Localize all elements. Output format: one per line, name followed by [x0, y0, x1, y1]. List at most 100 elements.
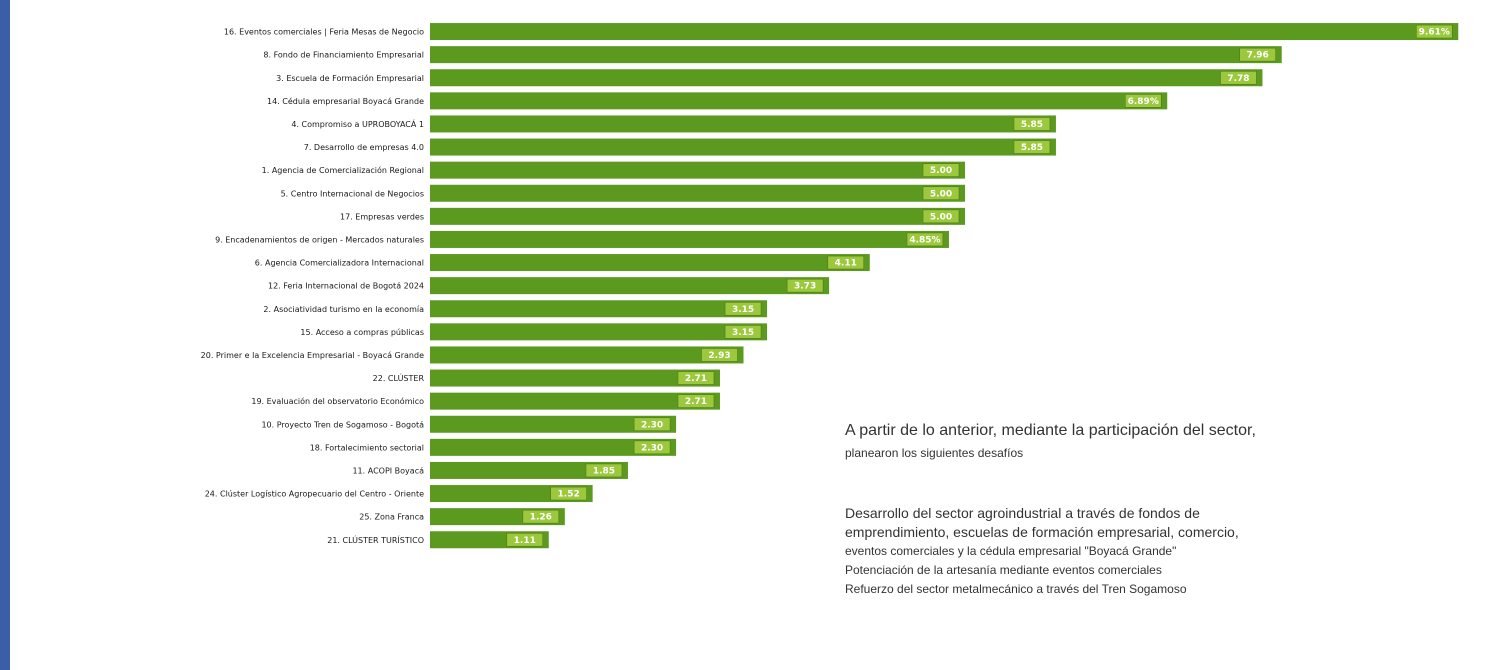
category-label: 25. Zona Franca	[359, 513, 424, 522]
value-label-box	[786, 278, 824, 293]
value-label: 3.15	[732, 305, 754, 315]
challenge-line: eventos comerciales y la cédula empresar…	[845, 544, 1177, 558]
category-label: 14. Cédula empresarial Boyacá Grande	[267, 96, 424, 106]
value-label: 9.61%	[1419, 28, 1450, 38]
left-accent-bar	[0, 0, 10, 670]
value-label-box	[724, 301, 762, 316]
text-panel: A partir de lo anterior, mediante la par…	[845, 420, 1495, 599]
bar	[430, 92, 1168, 110]
value-label: 5.85	[1021, 120, 1043, 130]
bar	[430, 46, 1282, 64]
category-label: 11. ACOPI Boyacá	[352, 466, 424, 475]
value-label: 7.96	[1247, 51, 1269, 61]
category-label: 4. Compromiso a UPROBOYACÁ 1	[291, 118, 424, 129]
value-label: 3.73	[794, 282, 816, 292]
value-label: 4.11	[835, 259, 857, 269]
value-label-box	[506, 532, 544, 547]
category-label: 8. Fondo de Financiamiento Empresarial	[263, 51, 424, 60]
value-label-box	[922, 209, 960, 224]
value-label-box	[550, 486, 587, 501]
value-label: 6.89%	[1128, 97, 1159, 107]
value-label: 3.15	[732, 328, 754, 338]
value-label-box	[1013, 140, 1051, 154]
bar	[430, 392, 720, 410]
bar	[430, 138, 1056, 156]
bar	[430, 415, 677, 433]
bar	[430, 300, 768, 318]
value-label-box	[633, 440, 671, 455]
value-label-box	[1013, 117, 1051, 131]
value-label: 2.30	[641, 420, 663, 430]
value-label: 2.71	[685, 397, 707, 407]
value-label: 5.00	[930, 166, 952, 176]
value-label-box	[522, 509, 560, 524]
value-label: 1.85	[593, 466, 615, 476]
value-label: 7.78	[1227, 74, 1249, 84]
value-label-box	[1415, 24, 1453, 39]
value-label-box	[922, 163, 960, 177]
category-label: 21. CLÚSTER TURÍSTICO	[327, 534, 424, 545]
category-label: 7. Desarrollo de empresas 4.0	[304, 143, 424, 152]
category-label: 17. Empresas verdes	[340, 212, 424, 221]
value-label: 5.00	[930, 212, 952, 222]
bar	[430, 161, 965, 179]
challenge-line: Refuerzo del sector metalmecánico a trav…	[845, 582, 1187, 596]
bar	[430, 184, 965, 202]
bar	[430, 207, 965, 225]
value-label: 4.85%	[909, 235, 940, 245]
bar	[430, 115, 1056, 133]
value-label-box	[677, 371, 715, 385]
value-label: 1.11	[514, 536, 536, 546]
bar	[430, 438, 677, 456]
bar	[430, 461, 628, 479]
intro-line-2: planearon los siguientes desafíos	[845, 446, 1024, 460]
category-label: 24. Clúster Logístico Agropecuario del C…	[205, 490, 424, 499]
value-label: 2.93	[708, 351, 730, 361]
bar	[430, 277, 830, 295]
category-label: 18. Fortalecimiento sectorial	[310, 443, 424, 452]
value-label-box	[677, 394, 715, 408]
category-label: 10. Proyecto Tren de Sogamoso - Bogotá	[261, 420, 424, 429]
value-label-box	[1239, 47, 1277, 62]
value-label-box	[1220, 70, 1257, 85]
value-label-box	[701, 348, 738, 362]
bar	[430, 346, 744, 364]
value-label-box	[827, 255, 865, 270]
challenge-line: Desarrollo del sector agroindustrial a t…	[845, 505, 1200, 521]
category-label: 16. Eventos comerciales | Feria Mesas de…	[224, 28, 424, 37]
category-label: 1. Agencia de Comercialización Regional	[262, 165, 424, 175]
value-label: 5.00	[930, 189, 952, 199]
bar	[430, 23, 1459, 41]
value-label-box	[922, 186, 960, 201]
bar	[430, 230, 949, 248]
category-label: 22. CLÚSTER	[373, 372, 425, 383]
bar	[430, 323, 768, 341]
category-label: 15. Acceso a compras públicas	[300, 328, 424, 337]
value-label: 2.71	[685, 374, 707, 384]
value-label-box	[585, 463, 623, 478]
category-label: 12. Feria Internacional de Bogotá 2024	[268, 282, 424, 291]
bar	[430, 69, 1263, 87]
challenges-list: Desarrollo del sector agroindustrial a t…	[845, 504, 1495, 599]
value-label: 1.26	[530, 513, 552, 523]
category-label: 9. Encadenamientos de origen - Mercados …	[215, 235, 424, 244]
category-label: 20. Primer e la Excelencia Empresarial -…	[201, 351, 424, 360]
category-label: 2. Asociatividad turismo en la economía	[263, 305, 424, 314]
category-label: 6. Agencia Comercializadora Internaciona…	[255, 259, 424, 268]
value-label: 2.30	[641, 443, 663, 453]
value-label: 1.52	[558, 490, 580, 500]
category-label: 3. Escuela de Formación Empresarial	[276, 73, 424, 83]
value-label: 5.85	[1021, 143, 1043, 153]
bar	[430, 369, 720, 387]
value-label-box	[1124, 94, 1162, 108]
intro-line-1: A partir de lo anterior, mediante la par…	[845, 422, 1256, 439]
value-label-box	[633, 417, 671, 432]
category-label: 5. Centro Internacional de Negocios	[281, 189, 424, 198]
challenge-line: emprendimiento, escuelas de formación em…	[845, 524, 1239, 540]
intro-paragraph: A partir de lo anterior, mediante la par…	[845, 420, 1495, 464]
value-label-box	[906, 232, 944, 247]
bar	[430, 254, 870, 272]
value-label-box	[724, 325, 762, 339]
challenge-line: Potenciación de la artesanía mediante ev…	[845, 563, 1162, 577]
